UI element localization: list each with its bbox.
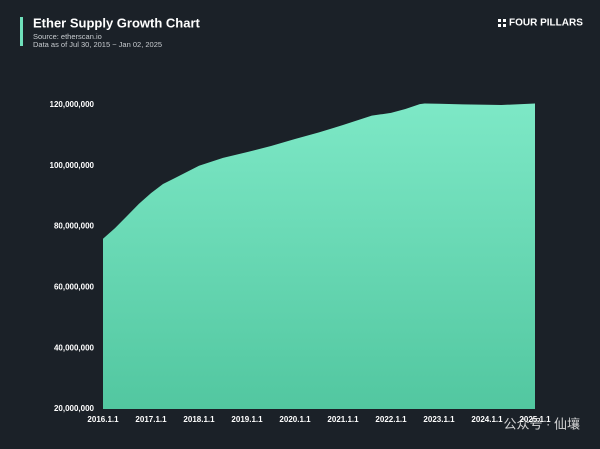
x-tick-label: 2019.1.1 xyxy=(231,415,263,424)
title-accent xyxy=(20,17,23,46)
x-tick-label: 2022.1.1 xyxy=(375,415,407,424)
brand: FOUR PILLARS xyxy=(509,18,583,29)
x-tick-label: 2024.1.1 xyxy=(471,415,503,424)
subtitle: Source: etherscan.io xyxy=(33,32,102,41)
area xyxy=(103,103,535,409)
y-tick-label: 80,000,000 xyxy=(54,222,95,231)
x-tick-label: 2018.1.1 xyxy=(183,415,215,424)
y-tick-label: 40,000,000 xyxy=(54,343,95,352)
x-tick-label: 2016.1.1 xyxy=(87,415,119,424)
x-tick-label: 2021.1.1 xyxy=(327,415,359,424)
y-tick-label: 120,000,000 xyxy=(50,100,95,109)
watermark: 公众号 · 仙壤 xyxy=(503,416,580,431)
brand-icon xyxy=(498,19,506,27)
x-tick-label: 2025.1.1 xyxy=(519,415,551,424)
y-tick-label: 60,000,000 xyxy=(54,283,95,292)
subtitle: Data as of Jul 30, 2015 ~ Jan 02, 2025 xyxy=(33,40,162,49)
chart-title: Ether Supply Growth Chart xyxy=(33,15,201,30)
x-tick-label: 2023.1.1 xyxy=(423,415,455,424)
x-tick-label: 2017.1.1 xyxy=(135,415,167,424)
x-tick-label: 2020.1.1 xyxy=(279,415,311,424)
y-tick-label: 20,000,000 xyxy=(54,404,95,413)
y-tick-label: 100,000,000 xyxy=(50,161,95,170)
